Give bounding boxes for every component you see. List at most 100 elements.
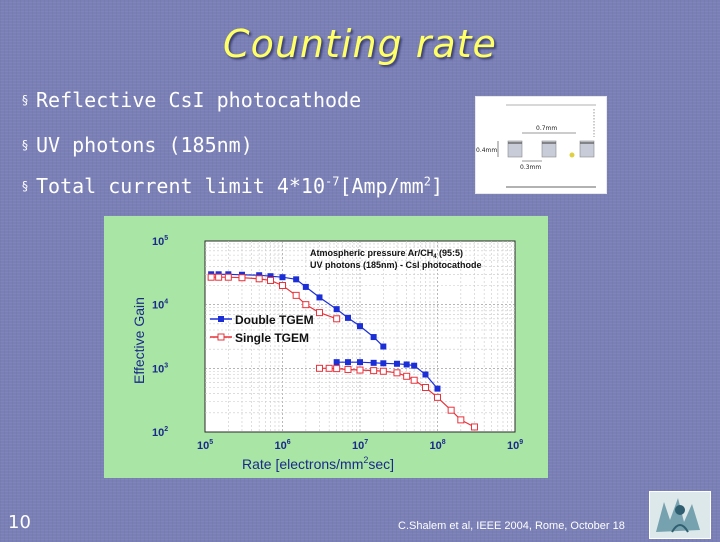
y-tick-label: 102 [152, 426, 168, 439]
bullet-3-pre: Total current limit 4*10 [36, 174, 325, 198]
bullet-marker: § [22, 93, 28, 107]
data-point [370, 334, 377, 341]
data-point [370, 359, 377, 366]
bullet-marker: § [22, 179, 28, 193]
series-single-tgem [207, 273, 341, 323]
bullet-3-sup1: -7 [324, 174, 340, 189]
data-point [379, 367, 387, 375]
data-point [344, 359, 351, 366]
data-point [292, 291, 300, 299]
dim-label-hole: 0.3mm [520, 164, 541, 171]
logo-shape [656, 498, 700, 532]
data-point [470, 423, 478, 431]
data-point [255, 275, 263, 283]
annotation-line-1: Atmospheric pressure Ar/CH4 (95:5) [310, 248, 463, 260]
bullet-1-text: Reflective CsI photocathode [36, 88, 362, 112]
data-point [410, 376, 418, 384]
data-point [325, 364, 333, 372]
credit-footer: C.Shalem et al, IEEE 2004, Rome, October… [398, 520, 625, 532]
data-point [224, 273, 232, 281]
bullet-3-post: ] [430, 174, 444, 198]
tgem-schematic-figure: 0.7mm 0.4mm 0.3mm [475, 96, 607, 194]
y-axis-label: Effective Gain [131, 297, 147, 384]
x-tick-label: 109 [507, 439, 523, 452]
photon-source-icon [569, 152, 575, 158]
x-tick-label: 106 [275, 439, 291, 452]
data-point [315, 309, 323, 317]
data-point [267, 273, 274, 280]
x-tick-label: 107 [352, 439, 368, 452]
bullet-marker: § [22, 138, 28, 152]
bullet-3-sup2: 2 [423, 174, 431, 189]
data-point [411, 362, 418, 369]
dim-label-pitch: 0.7mm [536, 125, 557, 132]
legend-label-double: Double TGEM [235, 313, 314, 327]
y-tick-label: 104 [152, 299, 168, 312]
data-point [333, 365, 341, 373]
legend-marker-single [217, 333, 225, 341]
data-point [393, 360, 400, 367]
logo-figure-body [671, 524, 689, 533]
gain-vs-rate-chart: 105 106 107 108 109 102 103 104 105 Atmospheric … [104, 216, 548, 478]
data-point [333, 306, 340, 313]
tick-labels: 105 106 107 108 109 102 103 104 105 [152, 235, 523, 452]
x-tick-label: 105 [197, 439, 213, 452]
electrode-block [541, 140, 557, 158]
data-point [266, 276, 274, 284]
data-point [434, 385, 441, 392]
data-point [315, 364, 323, 372]
data-point [434, 393, 441, 401]
conference-logo-icon [649, 491, 711, 539]
data-point [457, 416, 465, 424]
legend: Double TGEM Single TGEM [210, 313, 314, 345]
data-point [316, 294, 323, 301]
chart-svg: 105 106 107 108 109 102 103 104 105 Atmospheric … [131, 235, 523, 472]
data-point [403, 372, 411, 380]
electrode-block [579, 140, 595, 158]
annotation-line-2: UV photons (185nm) - CsI photocathode [310, 260, 482, 270]
data-point [447, 406, 455, 414]
data-point [279, 282, 286, 290]
data-point [293, 276, 300, 283]
bullet-2: § UV photons (185nm) [22, 133, 253, 157]
data-point [356, 366, 364, 374]
data-point [357, 359, 363, 366]
electrode-block [507, 140, 523, 158]
bullet-3: § Total current limit 4*10-7[Amp/mm2] [22, 174, 443, 198]
page-number: 10 [8, 512, 31, 533]
logo-figure [675, 505, 685, 515]
data-point [333, 359, 340, 366]
data-point [333, 315, 341, 323]
legend-marker-double [218, 316, 224, 322]
data-point [422, 371, 429, 378]
legend-label-single: Single TGEM [235, 331, 309, 345]
data-point [344, 365, 352, 373]
data-point [380, 360, 387, 367]
bullet-1: § Reflective CsI photocathode [22, 88, 361, 112]
data-point [238, 274, 246, 282]
x-tick-label: 108 [430, 439, 446, 452]
data-point [302, 301, 310, 309]
data-point [421, 383, 429, 391]
dim-label-thickness: 0.4mm [476, 147, 497, 154]
series-double-tgem [333, 359, 441, 392]
x-axis-label: Rate [electrons/mm2sec] [242, 455, 394, 472]
data-point [370, 367, 378, 375]
logo-svg [656, 498, 700, 533]
data-point [215, 273, 223, 281]
data-point [393, 369, 401, 377]
data-point [344, 314, 351, 321]
series-line [336, 361, 438, 389]
y-tick-label: 103 [152, 362, 168, 375]
bullet-2-text: UV photons (185nm) [36, 133, 253, 157]
data-point [357, 323, 363, 330]
data-point [380, 343, 387, 350]
data-point [279, 274, 286, 281]
series-single-tgem [315, 364, 478, 431]
slide-title: Counting rate [223, 22, 497, 66]
tgem-schematic-svg: 0.7mm 0.4mm 0.3mm [476, 104, 596, 188]
y-tick-label: 105 [152, 235, 168, 248]
bullet-3-mid: [Amp/mm [339, 174, 424, 198]
series-group [207, 271, 478, 431]
data-point [207, 273, 215, 281]
